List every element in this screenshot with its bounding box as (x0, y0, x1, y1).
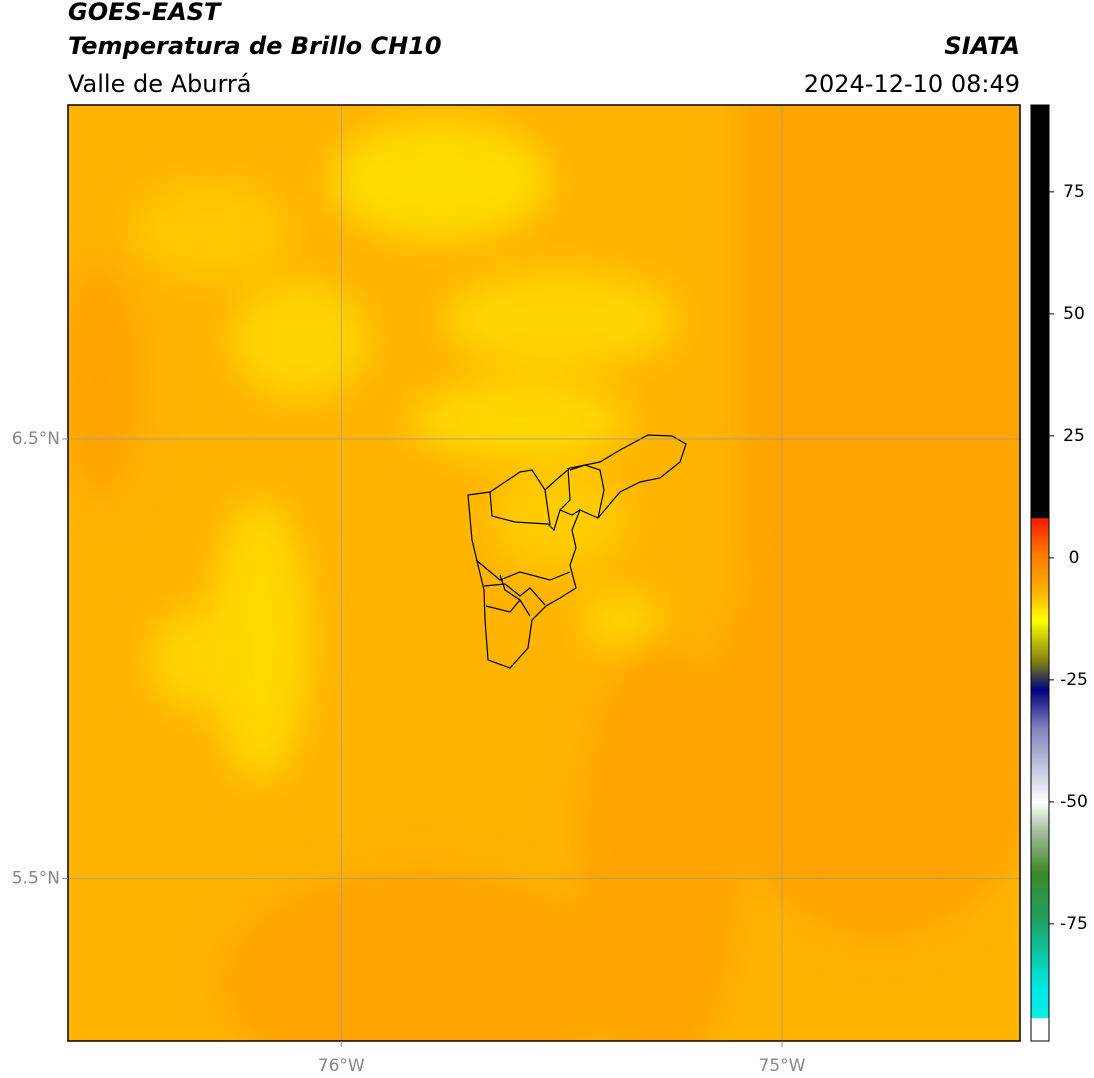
subtitle: Temperatura de Brillo CH10 (68, 32, 442, 60)
colorbar-label: 75 (1063, 182, 1085, 202)
municipal-boundaries (467, 434, 687, 669)
region: Valle de Aburrá (68, 70, 252, 98)
colorbar-label: 0 (1069, 548, 1080, 568)
colorbar-label: -50 (1060, 792, 1088, 812)
datetime: 2024-12-10 08:49 (804, 70, 1020, 98)
colorbar (1030, 104, 1050, 1042)
satellite-field (68, 105, 1020, 1041)
map-frame (67, 104, 1021, 1042)
colorbar-label: 25 (1063, 426, 1085, 446)
colorbar-label: -75 (1060, 914, 1088, 934)
title: GOES-EAST (68, 0, 222, 26)
colorbar-label: -25 (1060, 670, 1088, 690)
y-tick-label: 5.5°N (12, 868, 60, 888)
source: SIATA (944, 32, 1020, 60)
x-tick-label: 75°W (759, 1056, 806, 1076)
x-tick-label: 76°W (318, 1056, 365, 1076)
y-tick-label: 6.5°N (12, 429, 60, 449)
colorbar-label: 50 (1063, 304, 1085, 324)
